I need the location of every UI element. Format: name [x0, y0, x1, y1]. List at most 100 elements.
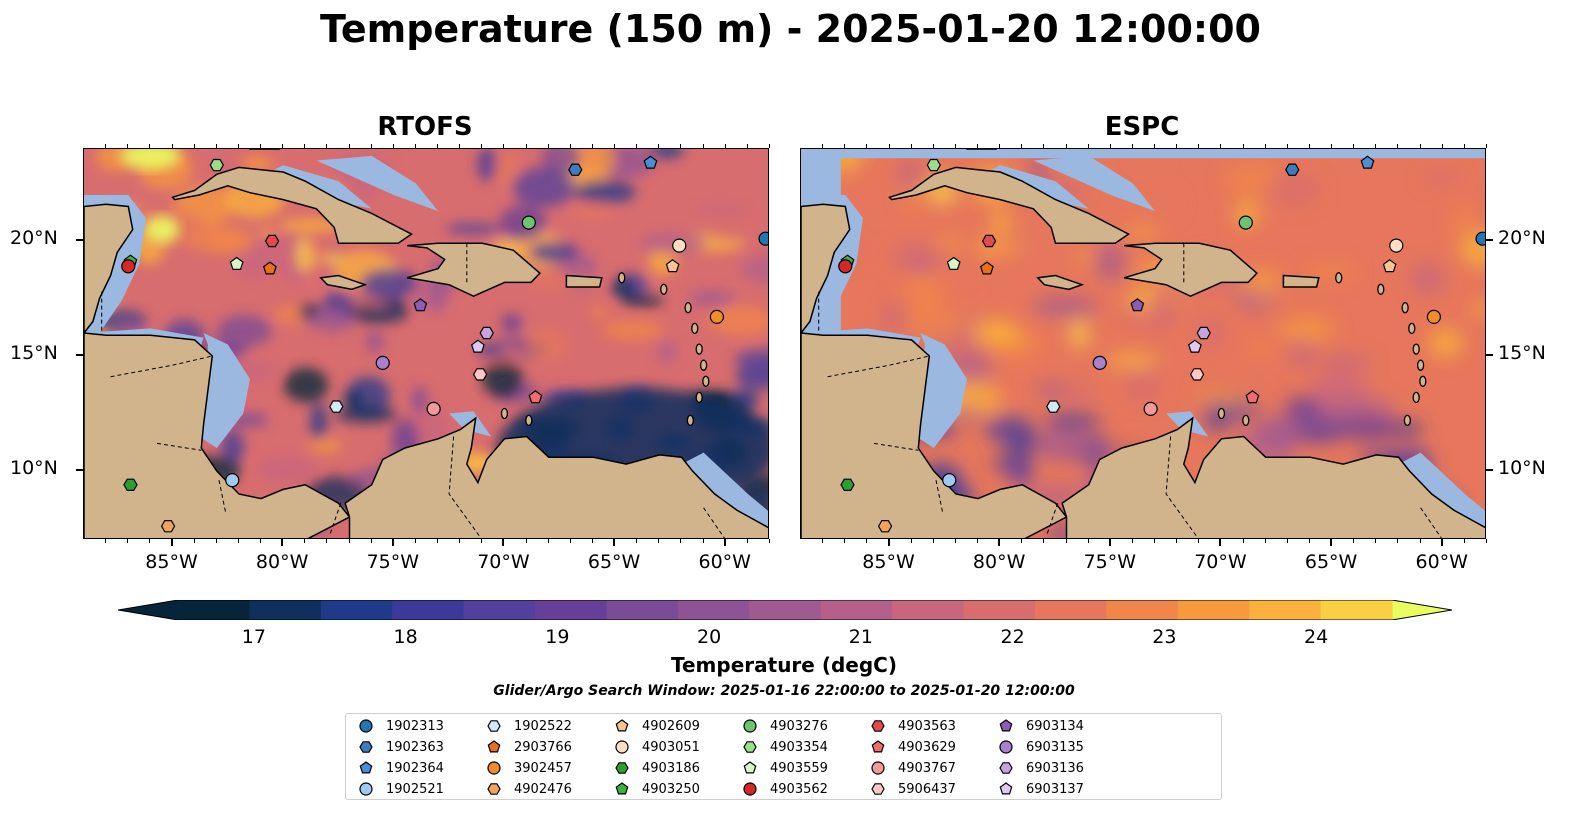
lon-minor-tick — [193, 539, 195, 543]
lon-minor-tick-top — [1353, 144, 1355, 148]
lon-minor-tick-top — [724, 144, 726, 148]
land-central-america — [84, 332, 351, 538]
colorbar-extend-high — [1392, 600, 1452, 620]
float-marker-4902476 — [160, 520, 176, 533]
lon-tick-label: 85°W — [862, 551, 915, 573]
lon-minor-tick-top — [1419, 144, 1421, 148]
lon-minor-tick — [1463, 539, 1465, 543]
legend-marker — [871, 720, 885, 732]
float-marker-4903629 — [1245, 390, 1260, 404]
float-marker-6903134 — [413, 298, 428, 312]
lon-minor-tick-top — [459, 144, 461, 148]
lon-minor-tick — [746, 539, 748, 543]
legend-item-4903563: 4903563 — [870, 716, 956, 736]
lon-minor-tick — [702, 539, 704, 543]
lat-tick-label-right: 15°N — [1498, 342, 1546, 364]
lon-minor-tick — [1198, 539, 1200, 543]
lon-tick-label: 70°W — [1194, 551, 1247, 573]
float-marker-1902364 — [1360, 155, 1375, 169]
legend-item-4902609: 4902609 — [614, 716, 700, 736]
hexagon-icon — [871, 720, 885, 732]
lon-minor-tick — [822, 539, 824, 543]
legend-marker — [871, 783, 885, 795]
legend-label: 4903562 — [770, 781, 828, 797]
lon-minor-tick-top — [503, 144, 505, 148]
lon-minor-tick — [1131, 539, 1133, 543]
lon-minor-tick — [547, 539, 549, 543]
float-marker-1902522 — [329, 400, 344, 413]
lon-minor-tick — [1220, 539, 1222, 543]
lon-minor-tick — [282, 539, 284, 543]
lon-minor-tick — [844, 539, 846, 543]
lon-minor-tick-top — [525, 144, 527, 148]
land-south-america — [344, 416, 768, 538]
lon-minor-tick — [1441, 539, 1443, 543]
float-legend: 1902313 1902363 1902364 1902521 1902522 29037… — [345, 713, 1222, 800]
float-marker-4903563 — [981, 234, 997, 248]
float-marker-6903135 — [1092, 355, 1107, 370]
lon-minor-tick — [105, 539, 107, 543]
lon-minor-tick-top — [414, 144, 416, 148]
map-rtofs — [84, 149, 768, 538]
lon-minor-tick-top — [614, 144, 616, 148]
land-puerto-rico — [565, 274, 603, 288]
circle-icon — [359, 782, 373, 796]
pentagon-icon — [359, 761, 373, 774]
land-central-america — [801, 332, 1068, 538]
lon-minor-tick — [392, 539, 394, 543]
colorbar-tick-label: 24 — [1304, 626, 1329, 648]
colorbar-tick-label: 23 — [1152, 626, 1177, 648]
land-yucatan — [801, 203, 851, 335]
lon-minor-tick — [127, 539, 129, 543]
lon-tick-label: 80°W — [972, 551, 1026, 573]
legend-marker — [487, 720, 501, 732]
lon-minor-tick-top — [932, 144, 934, 148]
legend-marker — [615, 719, 629, 732]
colorbar-tick-label: 18 — [393, 626, 418, 648]
colorbar-bin — [535, 600, 607, 620]
legend-marker — [999, 782, 1013, 795]
colorbar-title: Temperature (degC) — [671, 653, 897, 677]
lon-minor-tick — [149, 539, 151, 543]
legend-label: 4903051 — [642, 739, 700, 755]
lon-minor-tick-top — [215, 144, 217, 148]
lon-minor-tick-top — [1198, 144, 1200, 148]
legend-item-6903137: 6903137 — [998, 779, 1084, 799]
colorbar-bin — [892, 600, 965, 620]
legend-marker — [743, 741, 757, 753]
legend-marker — [359, 741, 373, 753]
lon-minor-tick — [1154, 539, 1156, 543]
lon-minor-tick — [1486, 539, 1487, 543]
figure-title: Temperature (150 m) - 2025-01-20 12:00:0… — [319, 7, 1261, 51]
legend-marker — [615, 740, 629, 754]
lon-minor-tick — [481, 539, 483, 543]
lon-minor-tick-top — [1131, 144, 1133, 148]
float-marker-1902521 — [225, 473, 240, 488]
lon-minor-tick-top — [1375, 144, 1377, 148]
colorbar-bin — [677, 600, 750, 620]
legend-label: 4903186 — [642, 760, 700, 776]
legend-label: 6903137 — [1026, 781, 1084, 797]
float-marker-6903137 — [1187, 339, 1202, 353]
circle-icon — [743, 719, 757, 733]
float-marker-1902313 — [1475, 231, 1485, 246]
lon-minor-tick-top — [636, 144, 638, 148]
lon-minor-tick-top — [702, 144, 704, 148]
lon-tick-label: 70°W — [477, 551, 530, 573]
float-marker-4903186 — [123, 478, 138, 491]
hexagon-icon — [999, 762, 1013, 774]
lon-minor-tick — [769, 539, 770, 543]
map-panel-rtofs — [83, 148, 769, 539]
lon-minor-tick — [888, 539, 890, 543]
float-marker-4903767 — [426, 401, 441, 416]
lon-minor-tick — [1109, 539, 1111, 543]
float-marker-4902609 — [1382, 259, 1397, 273]
lon-minor-tick-top — [1331, 144, 1333, 148]
float-marker-6903134 — [1130, 298, 1145, 312]
hexagon-icon — [359, 741, 373, 753]
lon-minor-tick-top — [547, 144, 549, 148]
circle-icon — [999, 740, 1013, 754]
legend-label: 3902457 — [514, 760, 572, 776]
float-marker-4903354 — [209, 158, 224, 172]
land-cuba — [888, 166, 1130, 245]
